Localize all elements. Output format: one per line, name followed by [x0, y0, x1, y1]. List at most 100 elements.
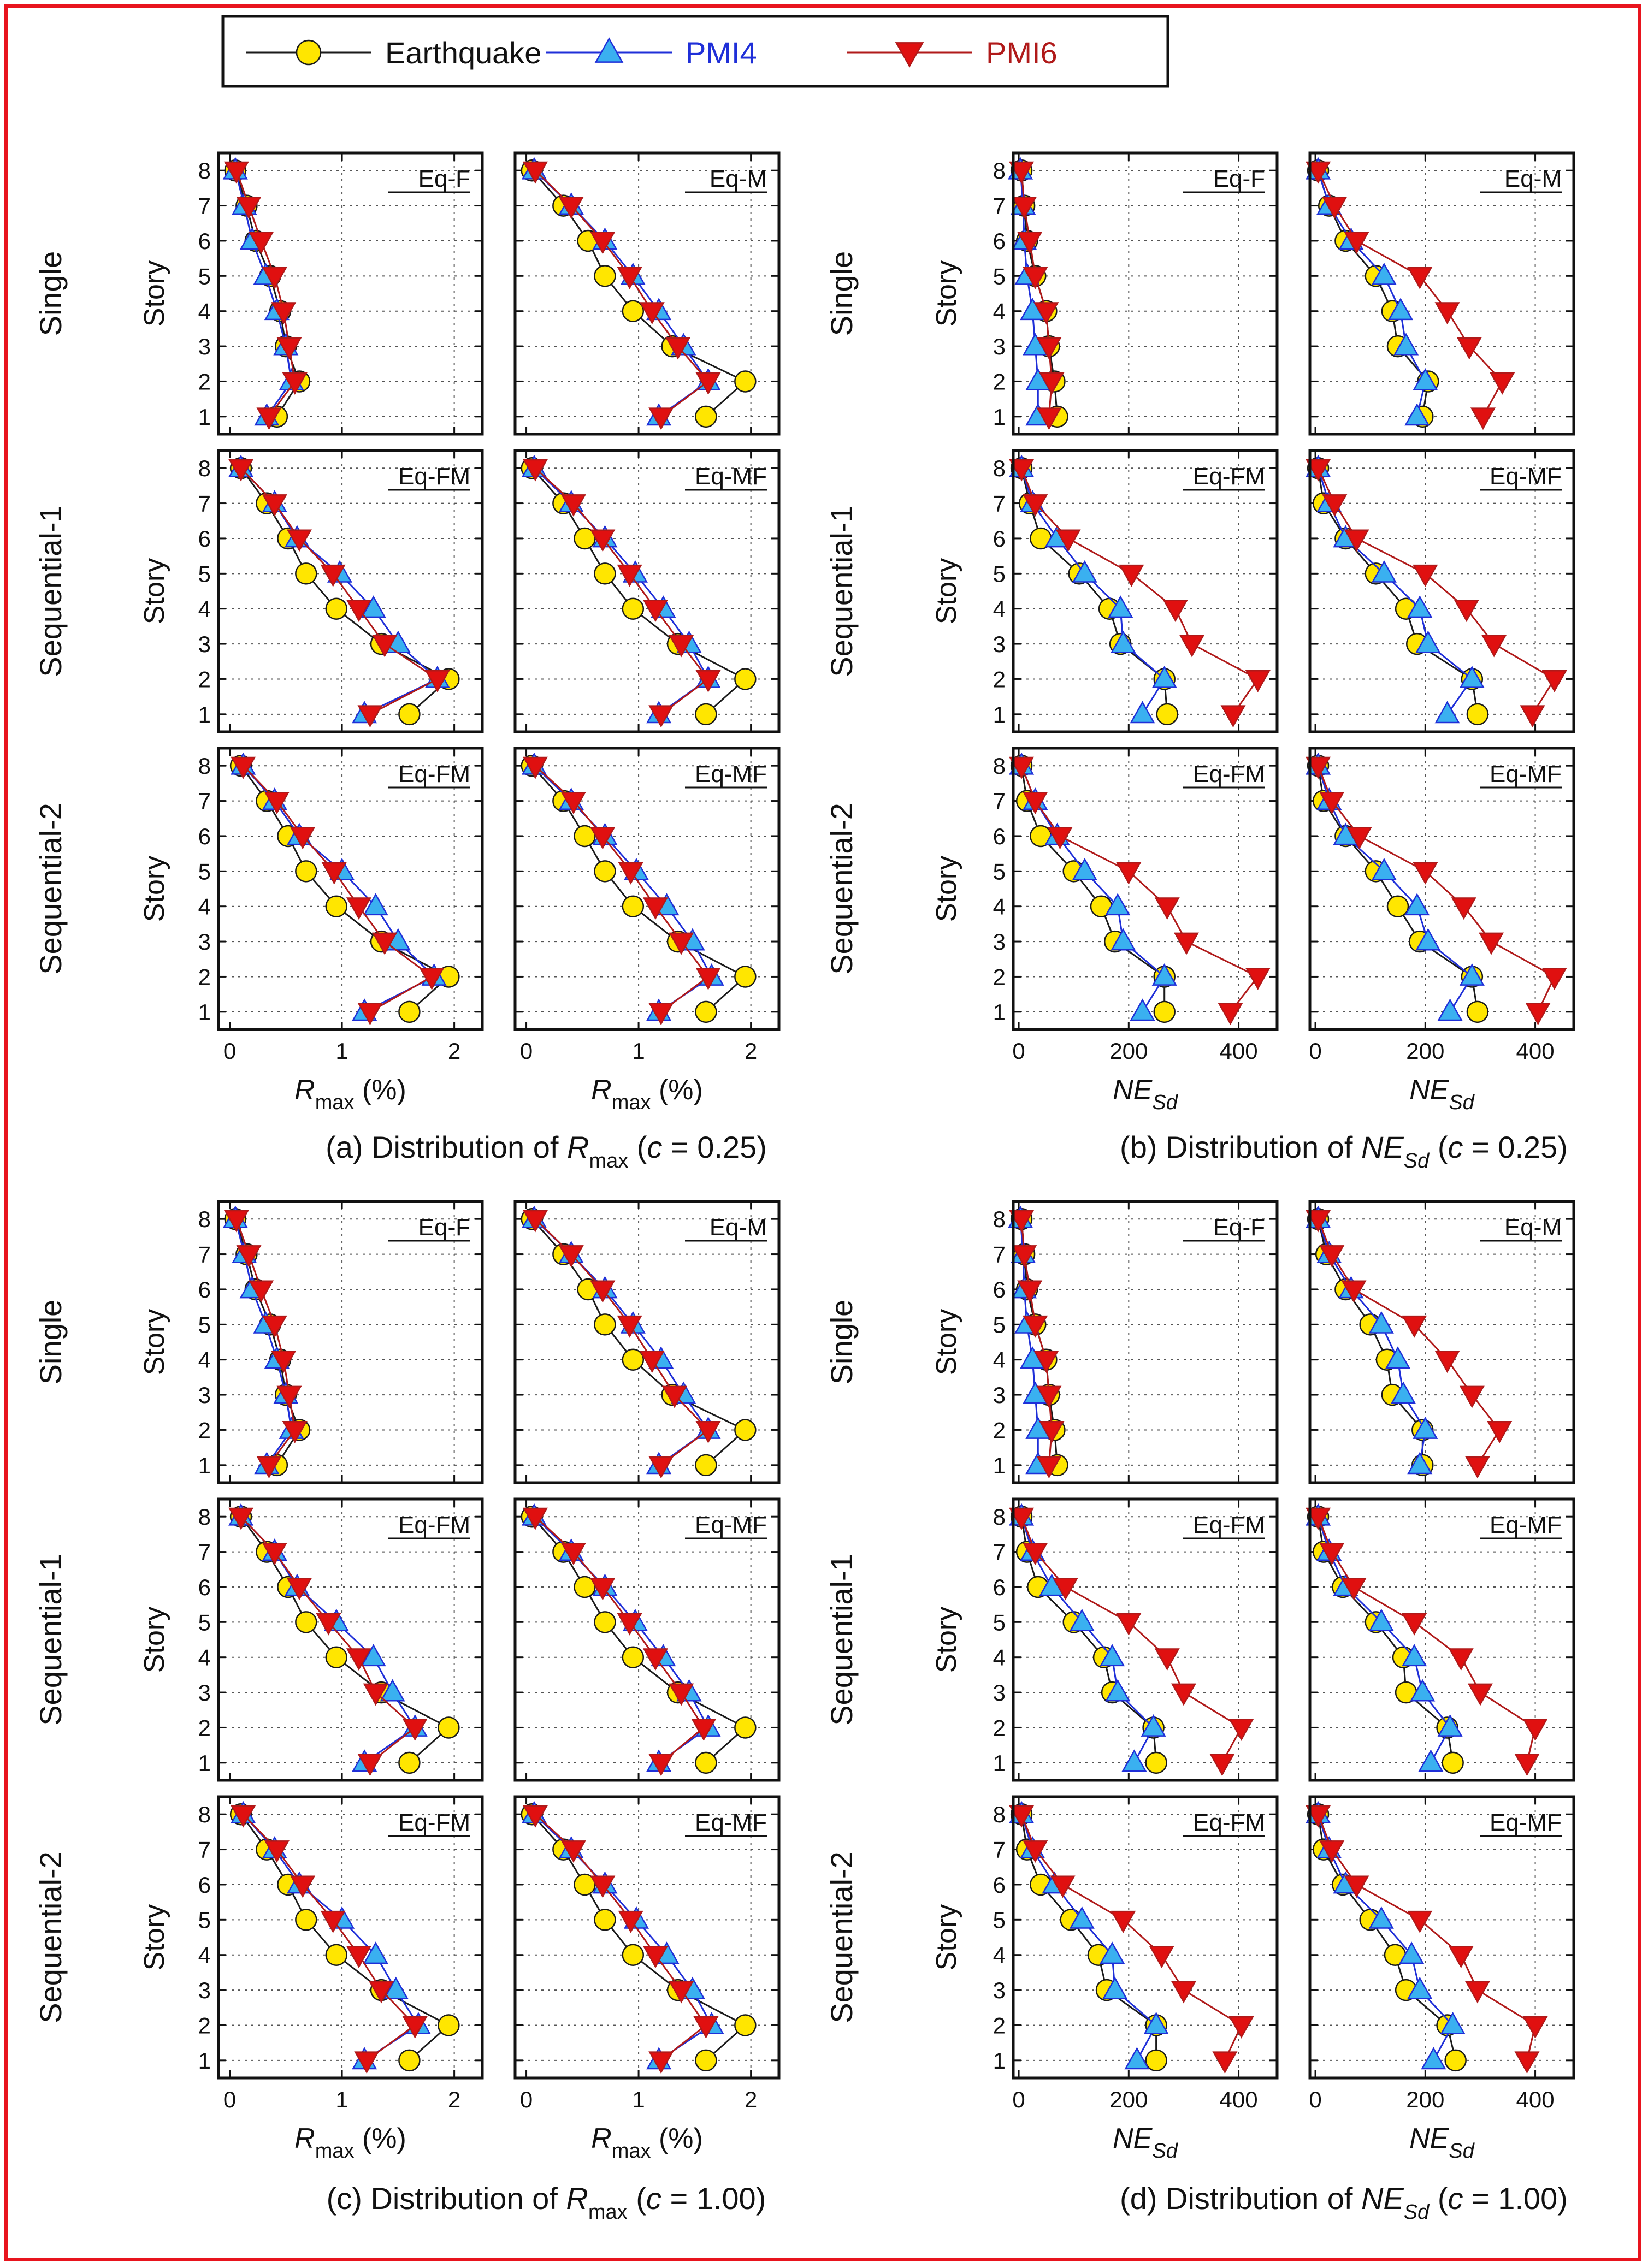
plot-frame — [1012, 449, 1279, 733]
data-point — [734, 1716, 757, 1739]
data-point — [695, 1454, 717, 1477]
y-tick-label: 5 — [198, 561, 211, 587]
y-tick-label: 7 — [198, 193, 211, 219]
y-tick-label: 3 — [993, 1680, 1006, 1706]
series-pmi6 — [231, 1805, 428, 2074]
y-axis-label: Story — [931, 1607, 962, 1673]
plot-frame — [513, 151, 781, 436]
y-tick-label: 3 — [198, 929, 211, 955]
panel-title: Eq-M — [1504, 165, 1562, 192]
data-point — [734, 966, 757, 988]
data-point — [419, 967, 445, 990]
data-point — [262, 494, 287, 517]
data-point — [1036, 1385, 1062, 1408]
y-tick-label: 8 — [993, 1504, 1006, 1530]
panel-title: Eq-M — [710, 1214, 767, 1241]
y-tick-label: 5 — [198, 858, 211, 884]
data-point — [1437, 998, 1463, 1021]
data-point — [1173, 932, 1200, 955]
y-tick-label: 1 — [993, 2048, 1006, 2074]
y-tick-label: 7 — [198, 491, 211, 517]
data-point — [383, 1976, 409, 1999]
data-point — [438, 1716, 460, 1739]
x-tick-label: 1 — [335, 2087, 348, 2112]
panel-title: Eq-F — [418, 165, 470, 192]
panel-title: Eq-FM — [398, 463, 470, 490]
series-pmi6 — [1306, 1805, 1548, 2074]
series-pmi6 — [228, 459, 450, 728]
row-label: Sequential-1 — [33, 505, 68, 677]
data-point — [574, 1576, 596, 1598]
data-point — [1319, 1840, 1345, 1863]
panel-eq-fm: 1 2 3 4 5 6 7 8 0 200 400 Eq-FM NESd — [993, 1795, 1279, 2163]
y-tick-label: 5 — [198, 1907, 211, 1933]
data-point — [361, 1644, 386, 1667]
data-point — [617, 267, 642, 289]
data-point — [1371, 857, 1397, 880]
series-pmi6 — [1306, 161, 1515, 430]
legend-label: PMI4 — [686, 35, 757, 70]
data-point — [1434, 701, 1460, 724]
panel-eq-fm: 1 2 3 4 5 6 7 8 0 200 400 Eq-FM NESd — [993, 747, 1279, 1114]
data-point — [1322, 494, 1348, 517]
data-point — [1404, 893, 1430, 916]
data-point — [1171, 1683, 1196, 1706]
data-point — [1421, 2047, 1446, 2070]
x-tick-label: 1 — [335, 1038, 348, 1064]
panel-title: Eq-MF — [695, 1809, 767, 1836]
data-point — [618, 862, 643, 885]
data-point — [357, 705, 383, 728]
plot-area — [1013, 748, 1277, 1029]
panel-eq-f: 1 2 3 4 5 6 7 8 Eq-F — [198, 1200, 484, 1484]
data-point — [256, 407, 282, 430]
data-point — [357, 1003, 383, 1026]
data-point — [262, 1315, 287, 1338]
y-tick-label: 2 — [993, 1417, 1006, 1443]
data-point — [617, 1315, 642, 1338]
y-tick-label: 4 — [993, 894, 1006, 920]
plot-frame — [513, 1200, 781, 1484]
data-point — [1344, 1875, 1369, 1898]
panel-eq-mf: Eq-MF — [1306, 449, 1575, 733]
data-point — [286, 529, 312, 552]
data-point — [1023, 267, 1048, 289]
series-pmi6 — [231, 756, 445, 1026]
data-point — [1039, 372, 1065, 395]
y-tick-label: 4 — [993, 596, 1006, 622]
data-point — [1319, 792, 1345, 814]
data-point — [1072, 560, 1097, 583]
y-tick-label: 2 — [198, 369, 211, 394]
legend-item-pmi6: PMI6 — [847, 35, 1058, 70]
series-pmi6 — [223, 161, 308, 430]
data-point — [1459, 666, 1485, 688]
y-tick-label: 7 — [198, 1242, 211, 1268]
data-point — [560, 1543, 586, 1565]
data-point — [574, 825, 596, 848]
y-axis-label: Story — [931, 558, 962, 624]
x-axis-label: Rmax (%) — [591, 2123, 703, 2163]
data-point — [256, 1456, 282, 1479]
y-tick-label: 8 — [993, 1802, 1006, 1827]
data-point — [438, 2014, 460, 2036]
data-point — [522, 459, 548, 482]
plot-frame — [513, 747, 781, 1031]
data-point — [1470, 407, 1496, 430]
data-point — [590, 232, 616, 254]
y-tick-label: 4 — [198, 1347, 211, 1373]
data-point — [1033, 1351, 1059, 1373]
y-tick-label: 1 — [198, 404, 211, 430]
data-point — [590, 1875, 616, 1898]
y-tick-label: 3 — [198, 1680, 211, 1706]
y-tick-label: 3 — [993, 1977, 1006, 2003]
data-point — [590, 827, 616, 850]
plot-frame — [1308, 1497, 1575, 1782]
caption: (c) Distribution of Rmax (c = 1.00) — [327, 2181, 766, 2224]
data-point — [648, 1754, 674, 1776]
panel-eq-mf: Eq-MF — [1306, 1497, 1575, 1782]
data-point — [648, 2051, 674, 2074]
x-tick-label: 2 — [745, 2087, 757, 2112]
data-point — [1105, 1679, 1131, 1702]
series-pmi6 — [1009, 1507, 1254, 1776]
